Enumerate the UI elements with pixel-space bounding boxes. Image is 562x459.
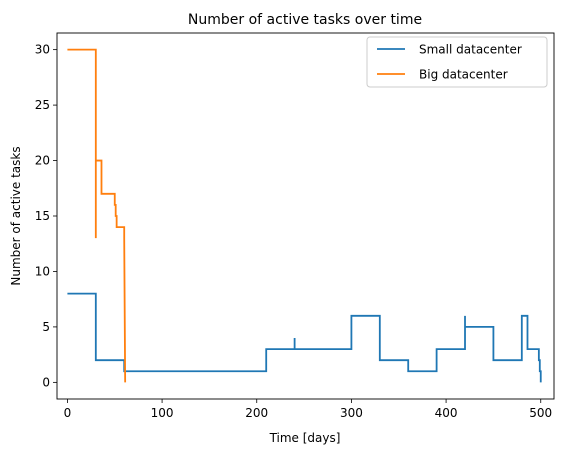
y-tick-label: 25 bbox=[35, 98, 50, 112]
x-tick-label: 100 bbox=[151, 406, 174, 420]
y-axis-ticks: 0 5 10 15 20 25 30 bbox=[35, 43, 57, 389]
x-tick-label: 500 bbox=[529, 406, 552, 420]
legend: Small datacenter Big datacenter bbox=[366, 36, 548, 88]
series-lines bbox=[67, 48, 542, 383]
legend-label-small-datacenter: Small datacenter bbox=[419, 43, 522, 57]
x-tick-label: 400 bbox=[435, 406, 458, 420]
legend-frame bbox=[366, 36, 548, 88]
plot-area bbox=[56, 32, 555, 400]
x-tick-label: 0 bbox=[64, 406, 72, 420]
series-line-big-datacenter bbox=[67, 48, 127, 383]
y-tick-label: 20 bbox=[35, 154, 50, 168]
plot-frame bbox=[56, 32, 555, 400]
x-axis-ticks: 0 100 200 300 400 500 bbox=[64, 399, 552, 420]
series-line-small-datacenter bbox=[67, 292, 542, 383]
x-tick-label: 200 bbox=[245, 406, 268, 420]
y-tick-label: 0 bbox=[42, 375, 50, 389]
chart-title: Number of active tasks over time bbox=[188, 12, 422, 28]
y-axis-label: Number of active tasks bbox=[9, 146, 23, 285]
legend-label-big-datacenter: Big datacenter bbox=[419, 68, 508, 82]
y-tick-label: 30 bbox=[35, 43, 50, 57]
x-axis-label: Time [days] bbox=[269, 431, 341, 445]
x-tick-label: 300 bbox=[340, 406, 363, 420]
y-tick-label: 5 bbox=[42, 320, 50, 334]
y-tick-label: 10 bbox=[35, 264, 50, 278]
y-tick-label: 15 bbox=[35, 209, 50, 223]
